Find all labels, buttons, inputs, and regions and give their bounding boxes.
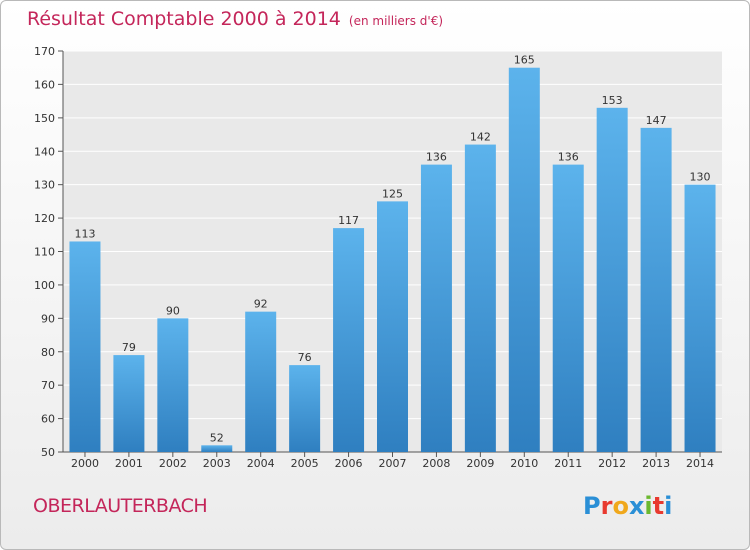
x-tick-label: 2004 [247,457,275,470]
bar [201,445,233,452]
proxiti-logo: Proxiti [583,492,672,520]
bar-value-label: 130 [690,171,711,184]
logo-letter: o [612,492,629,520]
bar [464,144,496,453]
x-tick-label: 2011 [554,457,582,470]
bar-value-label: 113 [74,227,95,240]
y-tick-label: 70 [41,379,55,392]
bar-value-label: 165 [514,54,535,67]
bar [552,164,584,452]
bar [684,184,716,452]
x-tick-label: 2012 [598,457,626,470]
bar [333,228,365,452]
bar [69,241,101,452]
x-tick-label: 2009 [466,457,494,470]
x-tick-label: 2003 [203,457,231,470]
bar-value-label: 125 [382,187,403,200]
y-tick-label: 140 [34,145,55,158]
x-tick-label: 2007 [379,457,407,470]
x-tick-label: 2006 [335,457,363,470]
y-tick-label: 150 [34,112,55,125]
y-tick-label: 60 [41,413,55,426]
logo-letter: r [600,492,613,520]
chart-title: Résultat Comptable 2000 à 2014 (en millie… [27,8,443,30]
bar [508,67,540,452]
x-tick-label: 2013 [642,457,670,470]
logo-letter: t [652,492,665,520]
bar [245,311,277,452]
bar-value-label: 52 [210,431,224,444]
bar-value-label: 153 [602,94,623,107]
logo-letter: i [664,492,673,520]
bar [377,201,408,452]
x-tick-label: 2005 [291,457,319,470]
y-tick-label: 130 [34,179,55,192]
logo-letter: x [628,492,645,520]
bar-value-label: 92 [254,298,268,311]
bar [157,318,189,452]
y-tick-label: 120 [34,212,55,225]
y-tick-label: 160 [34,78,55,91]
x-tick-label: 2001 [115,457,143,470]
bar-value-label: 142 [470,131,491,144]
y-tick-label: 50 [41,446,55,459]
y-tick-label: 80 [41,346,55,359]
bar [596,107,628,452]
logo-letter: i [644,492,653,520]
logo-letter: P [583,492,601,520]
x-tick-label: 2002 [159,457,187,470]
bar-value-label: 79 [122,341,136,354]
bar-value-label: 117 [338,214,359,227]
x-tick-label: 2010 [510,457,538,470]
chart-title-unit: (en milliers d'€) [348,14,444,28]
bar [640,127,672,452]
y-tick-label: 110 [34,246,55,259]
x-tick-label: 2008 [422,457,450,470]
y-tick-label: 90 [41,312,55,325]
y-tick-label: 170 [34,45,55,58]
y-tick-label: 100 [34,279,55,292]
bar [289,365,321,452]
x-tick-label: 2014 [686,457,714,470]
bar-value-label: 136 [426,151,447,164]
x-tick-label: 2000 [71,457,99,470]
bar-value-label: 76 [298,351,312,364]
commune-name: OBERLAUTERBACH [33,495,208,517]
bar-value-label: 90 [166,304,180,317]
bar [113,355,145,452]
chart-title-text: Résultat Comptable 2000 à 2014 [27,8,341,30]
bar-value-label: 136 [558,151,579,164]
bar [420,164,452,452]
bar-value-label: 147 [646,114,667,127]
